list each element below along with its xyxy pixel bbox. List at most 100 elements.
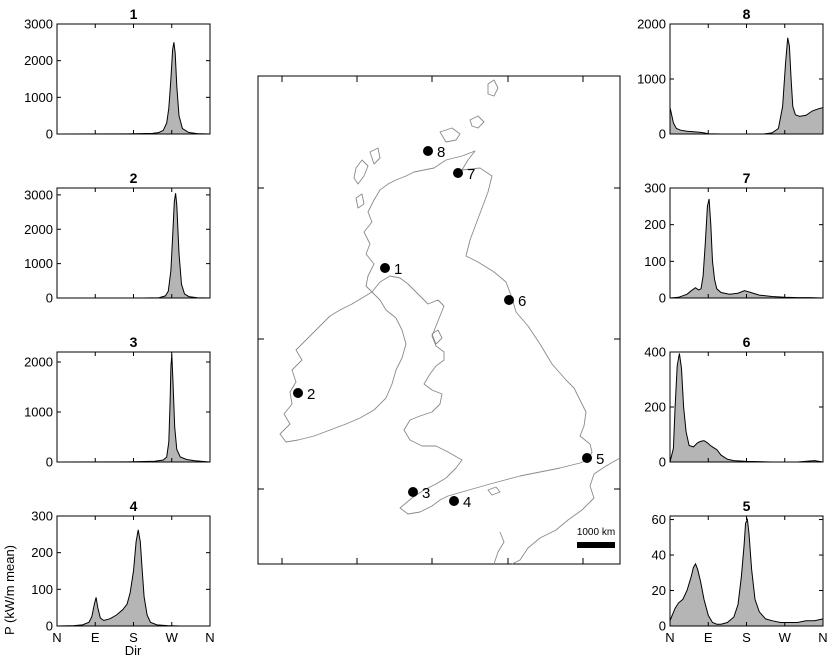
france-coast xyxy=(493,457,621,565)
area-line-8 xyxy=(669,37,824,135)
y-tick-label: 300 xyxy=(644,181,666,196)
area-fill-3 xyxy=(57,354,210,462)
site-markers: 8 7 1 6 2 5 3 4 xyxy=(293,144,604,511)
area-fill-4 xyxy=(57,529,210,626)
y-tick-label: 200 xyxy=(644,400,666,415)
site-marker-5[interactable] xyxy=(582,453,592,463)
panel-title-5: 5 xyxy=(743,498,751,514)
scale-bar-rect xyxy=(577,542,615,548)
y-tick-label: 2000 xyxy=(24,53,53,68)
y-tick-label: 2000 xyxy=(24,222,53,237)
panel-title-4: 4 xyxy=(130,498,138,514)
x-tick-label: E xyxy=(704,630,713,645)
y-tick-label: 60 xyxy=(652,512,666,527)
area-line-7 xyxy=(669,198,824,299)
area-line-3 xyxy=(56,354,211,463)
panel-title-1: 1 xyxy=(130,6,138,22)
site-label-5: 5 xyxy=(596,451,604,468)
site-marker-6[interactable] xyxy=(504,295,514,305)
y-tick-label: 0 xyxy=(46,619,53,634)
y-tick-label: 0 xyxy=(46,455,53,470)
y-tick-label: 20 xyxy=(652,583,666,598)
x-tick-label: S xyxy=(129,630,138,645)
panel-site-4: 4 0 100 200 300 N E S W N xyxy=(31,498,214,645)
scale-bar: 1000 km xyxy=(577,527,615,548)
area-line-6 xyxy=(669,353,824,463)
area-fill-8 xyxy=(670,37,823,134)
site-marker-1[interactable] xyxy=(380,263,390,273)
area-fill-7 xyxy=(670,199,823,298)
panel-site-3: 3 0 1000 2000 xyxy=(24,334,211,470)
x-tick-label: E xyxy=(91,630,100,645)
site-marker-7[interactable] xyxy=(453,168,463,178)
map-frame-ticks xyxy=(258,76,620,564)
y-tick-label: 40 xyxy=(652,548,666,563)
site-marker-4[interactable] xyxy=(449,496,459,506)
great-britain-coast xyxy=(363,150,593,515)
site-label-8: 8 xyxy=(437,144,445,161)
x-tick-label: N xyxy=(818,630,827,645)
y-tick-label: 1000 xyxy=(637,72,666,87)
plot-frame-3 xyxy=(56,351,211,463)
orkney-shetland-coast xyxy=(439,79,499,143)
area-fill-6 xyxy=(670,353,823,462)
panel-site-8: 8 0 1000 2000 xyxy=(637,6,824,142)
y-tick-label: 0 xyxy=(659,291,666,306)
site-label-1: 1 xyxy=(394,261,402,278)
area-fill-5 xyxy=(670,519,823,626)
site-marker-8[interactable] xyxy=(423,146,433,156)
site-marker-3[interactable] xyxy=(408,487,418,497)
site-label-7: 7 xyxy=(467,166,475,183)
site-label-3: 3 xyxy=(422,485,430,502)
y-tick-label: 2000 xyxy=(637,17,666,32)
y-tick-label: 3000 xyxy=(24,187,53,202)
coastlines xyxy=(279,79,621,565)
panel-title-7: 7 xyxy=(743,170,751,186)
ireland-coast xyxy=(279,291,407,443)
y-tick-label: 1000 xyxy=(24,90,53,105)
plot-frame-1 xyxy=(56,23,211,135)
site-label-2: 2 xyxy=(307,386,315,403)
hebrides-coast xyxy=(353,147,381,209)
panel-site-5: 5 0 20 40 60 N E S W N xyxy=(652,498,828,645)
area-fill-2 xyxy=(57,193,210,298)
y-tick-label: 200 xyxy=(644,217,666,232)
y-tick-label: 3000 xyxy=(24,17,53,32)
site-marker-2[interactable] xyxy=(293,388,303,398)
panel-site-6: 6 0 200 400 xyxy=(644,334,824,470)
x-axis-label: Dir xyxy=(125,643,142,658)
site-label-4: 4 xyxy=(463,494,471,511)
y-tick-label: 2000 xyxy=(24,355,53,370)
y-tick-label: 100 xyxy=(644,254,666,269)
y-tick-label: 100 xyxy=(31,582,53,597)
x-tick-label: W xyxy=(779,630,792,645)
area-line-2 xyxy=(57,193,211,299)
plot-frame-6 xyxy=(669,351,824,463)
x-tick-label: N xyxy=(665,630,674,645)
y-tick-label: 0 xyxy=(46,127,53,142)
area-line-4 xyxy=(56,529,210,627)
site-label-6: 6 xyxy=(518,293,526,310)
panel-site-7: 7 0 100 200 300 xyxy=(644,170,824,306)
y-tick-label: 300 xyxy=(31,509,53,524)
y-tick-label: 0 xyxy=(46,291,53,306)
area-line-1 xyxy=(56,42,211,135)
panel-site-2: 2 0 1000 2000 3000 xyxy=(24,170,211,306)
area-line-5 xyxy=(669,517,824,625)
plot-frame-2 xyxy=(56,187,211,299)
isle-of-man-coast xyxy=(431,329,443,345)
x-tick-label: N xyxy=(205,630,214,645)
map: 1000 km 8 7 1 6 2 5 3 4 xyxy=(257,75,621,565)
x-tick-label: W xyxy=(166,630,179,645)
y-tick-label: 0 xyxy=(659,619,666,634)
y-axis-label: P (kW/m mean) xyxy=(2,545,17,635)
isle-of-wight-coast xyxy=(487,486,501,496)
scale-bar-label: 1000 km xyxy=(577,527,615,538)
panel-title-8: 8 xyxy=(743,6,751,22)
y-tick-label: 1000 xyxy=(24,256,53,271)
y-tick-label: 0 xyxy=(659,127,666,142)
x-tick-label: S xyxy=(742,630,751,645)
panel-site-1: 1 0 1000 2000 3000 xyxy=(24,6,211,142)
y-tick-label: 200 xyxy=(31,545,53,560)
